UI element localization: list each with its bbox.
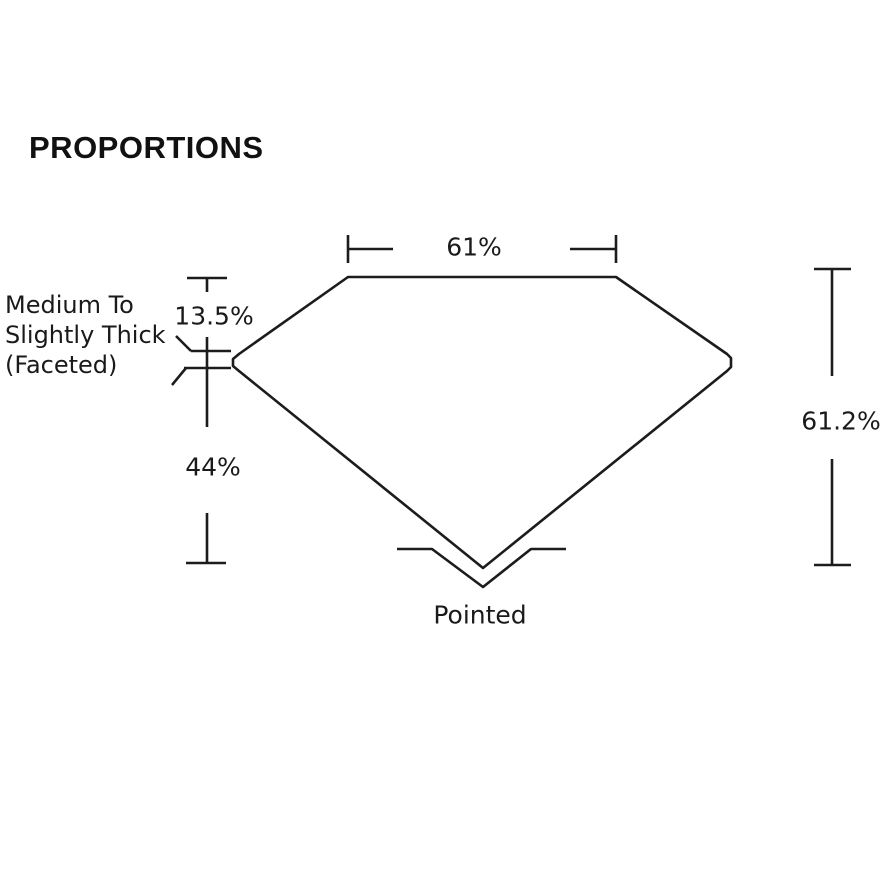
girdle-break-marks bbox=[170, 335, 231, 386]
crown-height-value: 13.5% bbox=[174, 301, 254, 331]
culet-bracket bbox=[397, 547, 566, 589]
table-width-value: 61% bbox=[446, 232, 502, 262]
total-depth-dimension bbox=[814, 267, 851, 567]
girdle-thickness-label-line3: (Faceted) bbox=[5, 351, 118, 379]
table-width-dimension bbox=[346, 235, 618, 263]
page-title: PROPORTIONS bbox=[29, 130, 264, 165]
total-depth-value: 61.2% bbox=[801, 406, 881, 436]
pavilion-depth-value: 44% bbox=[185, 452, 241, 482]
diamond-outline bbox=[231, 275, 733, 570]
girdle-thickness-label: Medium To Slightly Thick (Faceted) bbox=[5, 290, 166, 380]
culet-label: Pointed bbox=[433, 600, 527, 630]
girdle-thickness-label-line1: Medium To bbox=[5, 291, 134, 319]
girdle-thickness-label-line2: Slightly Thick bbox=[5, 321, 166, 349]
